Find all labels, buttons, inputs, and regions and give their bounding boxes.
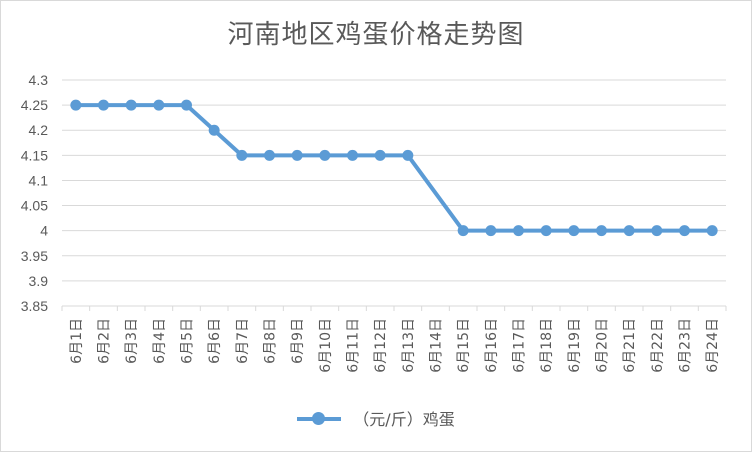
x-axis-labels: 6月1日 6月2日 6月3日 6月4日 6月5日 6月6日 6月7日 6月8日 6月9日 6月10… bbox=[61, 306, 727, 373]
x-tick-label: 6月10日 bbox=[318, 318, 334, 373]
x-tick-label: 6月13日 bbox=[401, 318, 417, 373]
data-point bbox=[153, 99, 165, 111]
y-tick-label: 3.95 bbox=[21, 248, 48, 264]
y-tick-label: 4.05 bbox=[21, 198, 48, 214]
data-point bbox=[568, 225, 580, 237]
x-tick-label: 6月16日 bbox=[484, 318, 500, 373]
x-tick-label: 6月23日 bbox=[678, 318, 694, 373]
y-axis-labels: 3.85 3.9 3.95 4 4.05 4.1 4.15 4.2 4.25 4.3 bbox=[21, 72, 48, 314]
data-point bbox=[181, 99, 192, 111]
x-tick-label: 6月6日 bbox=[207, 318, 223, 364]
data-point bbox=[70, 99, 82, 111]
data-point bbox=[679, 225, 690, 237]
y-tick-label: 4.15 bbox=[21, 147, 48, 163]
y-tick-label: 4.2 bbox=[29, 122, 49, 138]
data-point bbox=[596, 225, 607, 237]
data-point bbox=[319, 149, 331, 161]
series-line-path bbox=[73, 103, 715, 233]
y-tick-label: 4 bbox=[40, 223, 48, 239]
x-tick-label: 6月9日 bbox=[290, 318, 306, 364]
data-point bbox=[706, 225, 718, 237]
x-tick-label: 6月12日 bbox=[373, 318, 389, 373]
data-point bbox=[402, 149, 414, 161]
data-point bbox=[264, 149, 275, 161]
legend-marker bbox=[297, 411, 342, 425]
x-tick-label: 6月18日 bbox=[539, 318, 555, 373]
data-point bbox=[291, 149, 303, 161]
legend-label: （元/斤）鸡蛋 bbox=[353, 410, 455, 429]
x-tick-label: 6月15日 bbox=[456, 318, 472, 373]
x-tick-label: 6月1日 bbox=[69, 318, 85, 364]
x-tick-label: 6月22日 bbox=[650, 318, 666, 373]
y-tick-label: 3.85 bbox=[21, 298, 48, 314]
chart-title: 河南地区鸡蛋价格走势图 bbox=[227, 20, 525, 50]
x-tick-label: 6月21日 bbox=[622, 318, 638, 373]
x-tick-label: 6月17日 bbox=[512, 318, 528, 373]
x-tick-label: 6月11日 bbox=[346, 318, 362, 373]
data-point bbox=[457, 225, 469, 237]
x-tick-label: 6月19日 bbox=[567, 318, 583, 373]
data-point bbox=[347, 149, 358, 161]
data-point bbox=[125, 99, 137, 111]
y-tick-label: 3.9 bbox=[29, 273, 49, 289]
x-tick-label: 6月7日 bbox=[235, 318, 251, 364]
data-point bbox=[651, 225, 663, 237]
legend: （元/斤）鸡蛋 bbox=[0, 406, 752, 430]
x-tick-label: 6月14日 bbox=[429, 318, 445, 373]
x-tick-label: 6月3日 bbox=[124, 318, 140, 364]
data-point bbox=[374, 149, 386, 161]
x-tick-label: 6月5日 bbox=[180, 318, 196, 364]
y-tick-label: 4.25 bbox=[21, 97, 48, 113]
series-line bbox=[70, 99, 718, 237]
y-tick-label: 4.3 bbox=[29, 72, 49, 88]
data-point bbox=[623, 225, 635, 237]
data-point bbox=[98, 99, 109, 111]
data-point bbox=[513, 225, 524, 237]
data-point bbox=[236, 149, 248, 161]
x-tick-label: 6月4日 bbox=[152, 318, 168, 364]
x-tick-label: 6月8日 bbox=[263, 318, 279, 364]
x-tick-label: 6月20日 bbox=[595, 318, 611, 373]
data-point bbox=[540, 225, 552, 237]
gridlines bbox=[62, 79, 726, 307]
x-tick-label: 6月2日 bbox=[97, 318, 113, 364]
y-tick-label: 4.1 bbox=[29, 172, 49, 188]
x-tick-label: 6月24日 bbox=[705, 318, 721, 373]
data-point bbox=[208, 124, 220, 136]
data-point bbox=[485, 225, 497, 237]
